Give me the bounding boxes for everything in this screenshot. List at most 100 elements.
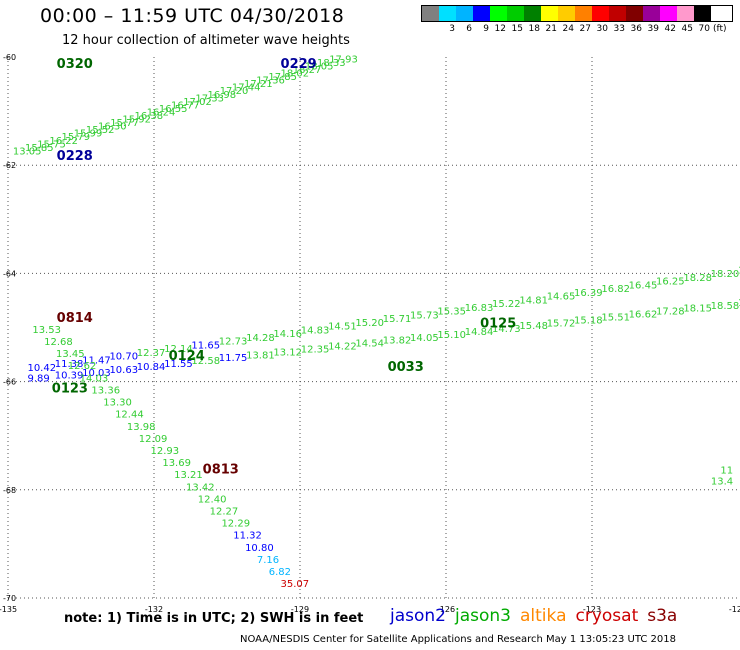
wave-height-value: 11.38 (55, 359, 84, 370)
legend-swatch (473, 6, 490, 21)
wave-height-value: 10.63 (109, 365, 138, 376)
pass-time-label: 0228 (57, 149, 93, 164)
legend-swatch (575, 6, 592, 21)
lon-tick-label: -129 (291, 605, 309, 614)
wave-height-value: 11.75 (219, 353, 248, 364)
legend-label: 36 (630, 24, 642, 34)
wave-height-value: 16.82 (601, 284, 630, 295)
legend-label: 3 (449, 24, 455, 34)
pass-time-label: 0229 (281, 57, 317, 72)
wave-height-value: 17.85 (268, 72, 297, 83)
wave-height-value: 13.21 (174, 470, 203, 481)
wave-height-value: 14.16 (273, 329, 302, 340)
legend-swatch (609, 6, 626, 21)
wave-height-value: 14.05 (410, 333, 439, 344)
wave-height-value: 17.93 (329, 54, 358, 65)
wave-height-value: 15.73 (410, 310, 439, 321)
legend-swatch (439, 6, 456, 21)
legend-swatch (490, 6, 507, 21)
wave-height-value: 14.65 (547, 292, 576, 303)
wave-height-value: 6.82 (269, 567, 291, 578)
lat-tick-label: -68 (3, 486, 16, 495)
wave-height-value: 17.36 (256, 76, 285, 87)
wave-height-value: 18.33 (317, 58, 346, 69)
wave-height-value: 12.58 (191, 356, 220, 367)
satellite-jason3: jason3 (455, 606, 511, 626)
legend-label: 45 (681, 24, 693, 34)
map-title: 00:00 – 11:59 UTC 04/30/2018 (40, 5, 345, 27)
lon-tick-label: -123 (583, 605, 601, 614)
wave-height-value: 18.58 (711, 301, 740, 312)
lat-tick-label: -60 (3, 53, 16, 62)
wave-height-value: 13.30 (103, 398, 132, 409)
wave-height-value: 14.28 (246, 333, 275, 344)
pass-time-label: 0124 (169, 349, 205, 364)
wave-height-value: 19.3 (738, 265, 740, 276)
legend-swatch (643, 6, 660, 21)
legend-swatch (456, 6, 473, 21)
wave-height-value: 18.15 (683, 304, 712, 315)
legend-label: 70 (698, 24, 710, 34)
wave-height-value: 12.73 (219, 337, 248, 348)
wave-height-value: 16.45 (629, 280, 658, 291)
satellite-legend: jason2 jason3 altika cryosat s3a (390, 606, 686, 626)
wave-height-value: 15.20 (355, 318, 384, 329)
wave-height-value: 11.65 (191, 340, 220, 351)
map-subtitle: 12 hour collection of altimeter wave hei… (62, 33, 350, 48)
wave-height-value: 17.21 (244, 79, 273, 90)
wave-height-value: 17.28 (656, 307, 685, 318)
wave-height-value: 7.16 (257, 555, 279, 566)
pass-time-label: 0125 (480, 317, 516, 332)
wave-height-value: 13.81 (246, 350, 275, 361)
color-legend: 3 6 9 12 15 18 21 24 27 30 33 36 39 42 45 70 (ft) (421, 5, 733, 34)
wave-height-value: 18.27 (293, 65, 322, 76)
legend-label: 39 (647, 24, 659, 34)
wave-height-value: 15.51 (601, 312, 630, 323)
wave-height-value: 12.35 (301, 344, 330, 355)
wave-height-value: 13.36 (91, 385, 120, 396)
legend-swatch (507, 6, 524, 21)
legend-unit: (ft) (713, 24, 727, 34)
pass-time-label: 0320 (57, 57, 93, 72)
legend-swatches (421, 5, 733, 22)
lat-tick-label: -70 (3, 594, 16, 603)
wave-height-value: 18.20 (711, 269, 740, 280)
satellite-jason2: jason2 (390, 606, 446, 626)
legend-swatch (660, 6, 677, 21)
wave-height-value: 15.75 (37, 139, 66, 150)
wave-height-value: 14.54 (355, 339, 384, 350)
wave-height-value: 16.24 (147, 107, 176, 118)
lat-tick-label: -64 (3, 269, 16, 278)
wave-height-value: 10.80 (245, 543, 274, 554)
pass-time-label: 0813 (203, 463, 239, 478)
wave-height-value: 15.85 (25, 143, 54, 154)
wave-height-value: 15.92 (122, 115, 151, 126)
wave-height-value: 16.30 (98, 122, 127, 133)
wave-height-value: 18.28 (683, 273, 712, 284)
wave-height-value: 13.53 (32, 325, 61, 336)
lat-tick-label: -62 (3, 161, 16, 170)
wave-height-value: 15.48 (519, 321, 548, 332)
wave-height-value: 13.12 (273, 347, 302, 358)
legend-swatch (558, 6, 575, 21)
wave-height-value: 17.20 (220, 86, 249, 97)
wave-height-value: 12.40 (198, 494, 227, 505)
wave-height-value: 16.39 (574, 288, 603, 299)
pass-time-label: 0123 (52, 381, 88, 396)
wave-height-value: 11.47 (82, 355, 111, 366)
lat-tick-label: -66 (3, 378, 16, 387)
wave-height-value: 17.02 (183, 97, 212, 108)
wave-height-value: 17.44 (232, 83, 261, 94)
wave-height-value: 14.22 (328, 342, 357, 353)
footer-note: note: 1) Time is in UTC; 2) SWH is in fe… (64, 611, 364, 626)
wave-height-value: 14.03 (80, 373, 109, 384)
legend-labels: 3 6 9 12 15 18 21 24 27 30 33 36 39 42 45 70 (ft) (421, 24, 733, 34)
wave-height-value: 12.62 (68, 361, 97, 372)
wave-height-value: 16.38 (135, 111, 164, 122)
legend-swatch (592, 6, 609, 21)
wave-height-value: 12.09 (139, 434, 168, 445)
wave-height-value: 15.22 (492, 299, 521, 310)
wave-height-value: 16.98 (208, 90, 237, 101)
pass-time-label: 0814 (57, 311, 93, 326)
lon-tick-label: -126 (437, 605, 455, 614)
